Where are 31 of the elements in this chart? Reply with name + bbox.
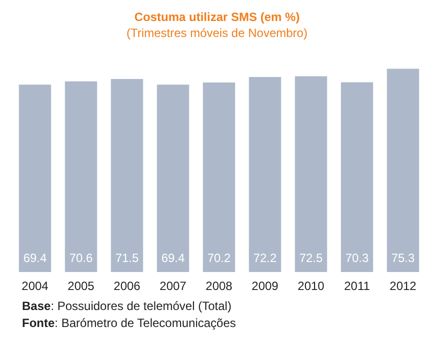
x-tick-label: 2011 bbox=[344, 279, 370, 293]
x-tick-label: 2007 bbox=[160, 279, 187, 293]
data-label: 70.6 bbox=[69, 251, 93, 265]
x-tick-label: 2008 bbox=[206, 279, 233, 293]
x-tick-label: 2009 bbox=[252, 279, 279, 293]
chart-title: Costuma utilizar SMS (em %) bbox=[134, 10, 300, 24]
bar bbox=[64, 81, 98, 272]
data-label: 69.4 bbox=[161, 251, 185, 265]
x-tick-label: 2006 bbox=[114, 279, 141, 293]
data-label: 70.2 bbox=[207, 251, 231, 265]
data-label: 75.3 bbox=[391, 251, 415, 265]
data-label: 72.5 bbox=[299, 251, 323, 265]
bar bbox=[340, 82, 374, 272]
x-tick-label: 2005 bbox=[68, 279, 95, 293]
x-tick-label: 2004 bbox=[22, 279, 49, 293]
bar bbox=[248, 77, 282, 272]
bar bbox=[294, 76, 328, 272]
source-note: Fonte: Barómetro de Telecomunicações bbox=[22, 315, 237, 332]
data-label: 69.4 bbox=[23, 251, 47, 265]
chart-subtitle: (Trimestres móveis de Novembro) bbox=[126, 26, 308, 40]
bar bbox=[386, 68, 420, 272]
bar bbox=[110, 78, 144, 272]
bar bbox=[156, 84, 190, 272]
data-label: 72.2 bbox=[253, 251, 277, 265]
data-label: 70.3 bbox=[345, 251, 369, 265]
bar bbox=[202, 82, 236, 272]
x-tick-label: 2010 bbox=[298, 279, 325, 293]
text: Base: Possuidores de telemóvel (Total) bbox=[22, 298, 232, 315]
x-tick-label: 2012 bbox=[390, 279, 417, 293]
data-label: 71.5 bbox=[115, 251, 139, 265]
bar bbox=[18, 84, 52, 272]
